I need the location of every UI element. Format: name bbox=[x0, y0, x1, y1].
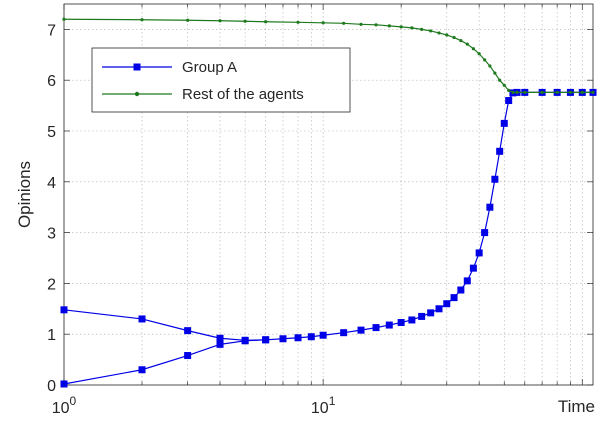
data-point bbox=[469, 264, 477, 272]
y-tick-label: 7 bbox=[47, 22, 56, 39]
data-point bbox=[307, 333, 315, 341]
legend-label-rest: Rest of the agents bbox=[182, 86, 304, 103]
data-point bbox=[463, 277, 471, 285]
data-point bbox=[138, 315, 146, 323]
data-point bbox=[387, 24, 391, 28]
data-point bbox=[342, 21, 346, 25]
y-tick-label: 4 bbox=[47, 175, 56, 192]
data-point bbox=[294, 334, 302, 342]
data-point bbox=[477, 52, 481, 56]
data-point bbox=[184, 327, 192, 335]
data-point bbox=[435, 305, 443, 313]
data-point bbox=[243, 19, 247, 23]
data-point bbox=[262, 336, 270, 344]
data-point bbox=[420, 27, 424, 31]
data-point bbox=[493, 71, 497, 75]
data-point bbox=[500, 119, 508, 127]
data-point bbox=[450, 294, 458, 302]
x-axis-label: Time bbox=[558, 397, 595, 416]
data-point bbox=[241, 336, 249, 344]
data-point bbox=[279, 335, 287, 343]
data-point bbox=[507, 88, 511, 92]
plot-area bbox=[63, 3, 594, 386]
data-point bbox=[437, 31, 441, 35]
data-point bbox=[481, 229, 489, 237]
data-point bbox=[475, 249, 483, 257]
data-point bbox=[486, 203, 494, 211]
data-point bbox=[321, 21, 325, 25]
data-point bbox=[445, 33, 449, 37]
data-point bbox=[498, 78, 502, 82]
data-point bbox=[184, 352, 192, 360]
data-point bbox=[429, 29, 433, 33]
legend-label-group-a: Group A bbox=[182, 59, 237, 76]
data-point bbox=[505, 97, 513, 105]
data-point bbox=[471, 47, 475, 51]
y-tick-label: 0 bbox=[47, 378, 56, 395]
legend-box bbox=[91, 47, 351, 113]
data-point bbox=[488, 64, 492, 68]
data-point bbox=[385, 321, 393, 329]
data-point bbox=[457, 286, 465, 294]
series-layer bbox=[60, 17, 597, 388]
data-point bbox=[218, 19, 222, 23]
data-point bbox=[408, 316, 416, 324]
data-point bbox=[465, 42, 469, 46]
data-point bbox=[216, 334, 224, 342]
data-point bbox=[427, 309, 435, 317]
legend-marker-group-a bbox=[133, 63, 141, 71]
x-tick-label: 101 bbox=[311, 394, 336, 417]
data-point bbox=[357, 326, 365, 334]
data-point bbox=[483, 58, 487, 62]
data-point bbox=[138, 366, 146, 374]
data-point bbox=[397, 319, 405, 327]
data-point bbox=[580, 90, 584, 94]
legend: Group A Rest of the agents bbox=[91, 47, 351, 113]
data-point bbox=[568, 90, 573, 94]
y-axis-label: Opinions bbox=[15, 161, 34, 228]
data-point bbox=[511, 90, 515, 94]
data-point bbox=[523, 90, 527, 94]
y-tick-label: 1 bbox=[47, 327, 56, 344]
data-point bbox=[452, 35, 456, 40]
data-point bbox=[359, 22, 363, 26]
data-point bbox=[496, 147, 504, 155]
data-point bbox=[459, 38, 463, 43]
data-point bbox=[340, 329, 348, 337]
data-point bbox=[140, 18, 144, 22]
axis-ticks: 0 1 2 3 4 5 6 7 100 101 bbox=[47, 4, 593, 417]
data-point bbox=[374, 23, 378, 27]
data-point bbox=[502, 83, 506, 87]
data-point bbox=[540, 90, 544, 94]
data-point bbox=[372, 324, 380, 332]
data-point bbox=[60, 380, 68, 388]
data-point bbox=[60, 306, 68, 314]
x-tick-label: 100 bbox=[52, 394, 77, 417]
data-point bbox=[555, 90, 559, 94]
legend-marker-rest bbox=[134, 91, 140, 97]
data-point bbox=[591, 90, 595, 94]
data-point bbox=[62, 17, 66, 21]
y-tick-label: 5 bbox=[47, 124, 56, 141]
data-point bbox=[418, 312, 426, 320]
data-point bbox=[410, 26, 414, 30]
data-point bbox=[491, 175, 499, 183]
data-point bbox=[296, 20, 300, 24]
y-tick-label: 3 bbox=[47, 226, 56, 243]
y-tick-label: 2 bbox=[47, 276, 56, 293]
data-point bbox=[399, 25, 403, 29]
series-rest bbox=[62, 17, 595, 94]
data-point bbox=[319, 331, 327, 339]
data-point bbox=[186, 18, 190, 22]
data-point bbox=[443, 300, 451, 308]
data-point bbox=[264, 20, 268, 24]
y-tick-label: 6 bbox=[47, 73, 56, 90]
data-point bbox=[216, 340, 224, 348]
data-point bbox=[515, 90, 519, 94]
